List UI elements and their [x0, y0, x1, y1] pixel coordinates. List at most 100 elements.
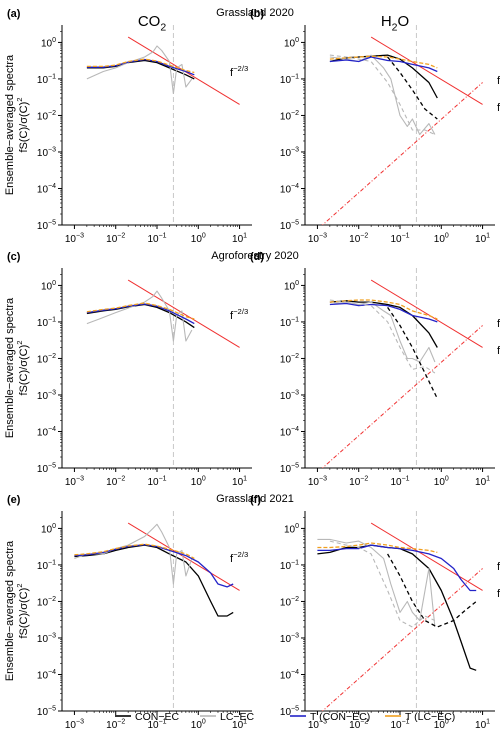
- x-tick-label: 100: [434, 719, 449, 732]
- x-tick-label: 100: [434, 476, 449, 489]
- reference-label-f-2-3: f−2/3: [230, 550, 248, 565]
- x-tick-label: 10−3: [308, 233, 327, 246]
- x-tick-label: 101: [475, 476, 490, 489]
- reference-line-f-2-3: [127, 522, 240, 591]
- legend-item: LC−EC: [200, 711, 255, 723]
- x-tick-label: 10−2: [349, 719, 368, 732]
- row-title: Grassland 2020: [216, 7, 294, 19]
- x-tick-label: 101: [232, 476, 247, 489]
- series-line-t_lc: [86, 58, 195, 74]
- reference-line-f-2-3: [370, 522, 483, 591]
- reference-label-f-2-3: f−2/3: [230, 64, 248, 79]
- y-tick-label: 100: [41, 523, 56, 536]
- reference-label-f-2-3: f−2/3: [230, 307, 248, 322]
- series-line-con_ec: [86, 303, 195, 329]
- y-tick-label: 10−3: [37, 146, 56, 159]
- panel-e: (e) 10−3 10−2 10−1 100 101 10−5 10−4 10−3 10−2 10−…: [7, 494, 252, 731]
- legend: CON−EC LC−EC T (CON−EC) T (LC−EC): [115, 711, 455, 723]
- x-tick-label: 10−2: [349, 476, 368, 489]
- plot-area: [321, 268, 483, 468]
- series-line-t_con: [317, 544, 477, 592]
- reference-label-f1: f1: [497, 72, 500, 87]
- y-tick-label: 10−4: [37, 426, 56, 439]
- y-tick-label: 10−2: [280, 596, 299, 609]
- x-tick-label: 100: [434, 233, 449, 246]
- y-tick-label: 10−5: [280, 220, 299, 233]
- row-title: Grassland 2021: [216, 493, 294, 505]
- series-line-lc_ec: [329, 54, 436, 136]
- panel-label: (b): [250, 8, 264, 20]
- series-line-t_con: [329, 302, 438, 323]
- y-tick-label: 10−4: [37, 183, 56, 196]
- y-axis-label-line2: fS(C)/σ(C)2: [15, 583, 30, 638]
- y-tick-label: 100: [41, 280, 56, 293]
- y-axis-label: Ensemble−averaged spectra fS(C)/σ(C)2: [4, 540, 30, 681]
- x-tick-label: 101: [232, 719, 247, 732]
- panels: (a) 10−3 10−2 10−1 100 101 10−5 10−4 10−3 10−2 10−…: [7, 8, 500, 731]
- y-tick-label: 10−2: [37, 110, 56, 123]
- x-tick-label: 10−2: [106, 476, 125, 489]
- y-tick-label: 10−1: [280, 73, 299, 86]
- series-line-lc_ec-dashed: [329, 299, 436, 374]
- panel-label: (e): [7, 494, 21, 506]
- x-tick-label: 10−1: [147, 719, 166, 732]
- panel-label: (c): [7, 251, 21, 263]
- x-tick-label: 10−2: [349, 233, 368, 246]
- x-tick-label: 10−3: [308, 476, 327, 489]
- y-axis-label-line2: fS(C)/σ(C)2: [15, 340, 30, 395]
- x-tick-label: 10−3: [65, 233, 84, 246]
- series-line-t_con: [329, 56, 438, 73]
- y-tick-label: 10−3: [37, 632, 56, 645]
- x-tick-label: 10−1: [390, 476, 409, 489]
- y-tick-label: 10−4: [280, 183, 299, 196]
- series-line-lc_ec: [74, 523, 193, 585]
- y-tick-label: 10−1: [280, 316, 299, 329]
- y-axis-label-line2: fS(C)/σ(C)2: [15, 97, 30, 152]
- y-tick-label: 10−4: [37, 669, 56, 682]
- y-tick-label: 10−1: [37, 559, 56, 572]
- y-axis-label-line1: Ensemble−averaged spectra: [4, 54, 16, 195]
- y-axis-label-line1: Ensemble−averaged spectra: [4, 297, 16, 438]
- reference-line-f1: [321, 325, 483, 468]
- x-tick-label: 10−3: [65, 476, 84, 489]
- y-tick-label: 10−1: [280, 559, 299, 572]
- column-title: CO2: [138, 13, 167, 34]
- x-tick-label: 10−2: [106, 719, 125, 732]
- plot-area: [321, 25, 483, 225]
- y-tick-label: 10−4: [280, 669, 299, 682]
- reference-line-f1: [321, 82, 483, 225]
- reference-label-f-2-3: f−2/3: [497, 585, 500, 600]
- series-line-con_ec-dashed: [387, 307, 438, 399]
- reference-label-f1: f1: [497, 315, 500, 330]
- panel-label: (d): [250, 251, 264, 263]
- x-tick-label: 10−3: [65, 719, 84, 732]
- series-line-t_lc: [329, 299, 438, 320]
- reference-label-f1: f1: [497, 558, 500, 573]
- y-tick-label: 10−2: [37, 596, 56, 609]
- x-tick-label: 10−1: [390, 233, 409, 246]
- plot-area: [74, 511, 240, 711]
- y-tick-label: 10−1: [37, 73, 56, 86]
- y-axis-label-line1: Ensemble−averaged spectra: [4, 540, 16, 681]
- y-tick-label: 10−5: [37, 463, 56, 476]
- series-line-t_lc: [317, 542, 438, 554]
- column-title: H2O: [381, 13, 409, 34]
- y-tick-label: 10−2: [37, 353, 56, 366]
- x-tick-label: 10−1: [147, 233, 166, 246]
- x-tick-label: 10−3: [308, 719, 327, 732]
- x-tick-label: 101: [475, 233, 490, 246]
- x-tick-label: 100: [191, 233, 206, 246]
- reference-line-f-2-3: [370, 279, 483, 348]
- y-tick-label: 10−5: [37, 706, 56, 719]
- y-tick-label: 100: [284, 280, 299, 293]
- y-tick-label: 10−5: [37, 220, 56, 233]
- legend-label: LC−EC: [220, 711, 255, 723]
- y-axis-label: Ensemble−averaged spectra fS(C)/σ(C)2: [4, 54, 30, 195]
- reference-line-f-2-3: [127, 279, 240, 348]
- x-tick-label: 100: [191, 476, 206, 489]
- series-line-lc_ec: [86, 290, 193, 342]
- series-line-con_ec: [329, 300, 438, 348]
- reference-line-f-2-3: [370, 36, 483, 105]
- series-line-t_lc: [86, 302, 195, 320]
